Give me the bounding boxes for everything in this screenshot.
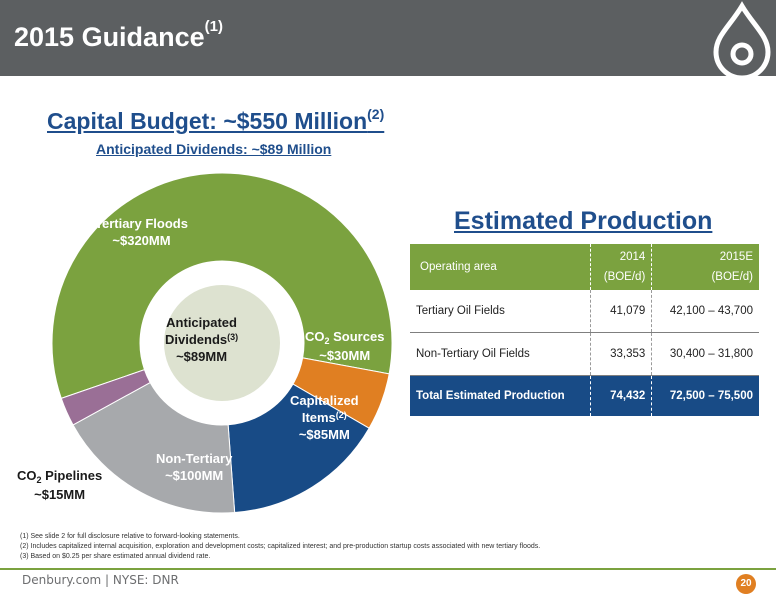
table-row: Tertiary Oil Fields 41,079 42,100 – 43,7… [410, 290, 759, 333]
row-area: Non-Tertiary Oil Fields [410, 332, 591, 376]
donut-slice-non-tertiary [72, 381, 236, 514]
label-co2-pipelines: CO2 Pipelines ~$15MM [17, 468, 103, 502]
label-non-tertiary: Non-Tertiary ~$100MM [156, 451, 233, 483]
header-operating-area: Operating area [410, 244, 591, 290]
label-co2-sources: CO2 Sources ~$30MM [305, 329, 385, 363]
footer-divider [0, 568, 776, 570]
footnotes: (1) See slide 2 for full disclosure rela… [20, 532, 540, 562]
header-2015e: 2015E (BOE/d) [651, 244, 759, 290]
table-row: Non-Tertiary Oil Fields 33,353 30,400 – … [410, 332, 759, 376]
capital-budget-title: Capital Budget: ~$550 Million(2) [47, 106, 385, 134]
table-total-row: Total Estimated Production 74,432 72,500… [410, 375, 759, 416]
footer-website[interactable]: Denbury.com | NYSE: DNR [22, 573, 179, 587]
page-title: 2015 Guidance(1) [14, 18, 223, 52]
total-area: Total Estimated Production [410, 375, 591, 416]
footnote: (1) See slide 2 for full disclosure rela… [20, 533, 240, 540]
estimated-production-title: Estimated Production [454, 207, 713, 235]
donut-slice-capitalized-items [227, 383, 370, 514]
footnote: (2) Includes capitalized internal acquis… [20, 543, 541, 550]
row-area: Tertiary Oil Fields [410, 290, 591, 333]
total-2014: 74,432 [590, 375, 652, 416]
production-table: Operating area 2014 (BOE/d) 2015E (BOE/d) … [410, 244, 759, 416]
label-center-dividends: Anticipated Dividends(3) ~$89MM [165, 315, 239, 364]
row-2015: 30,400 – 31,800 [651, 332, 759, 376]
label-capitalized-items: Capitalized Items(2) ~$85MM [290, 393, 359, 442]
header-2014: 2014 (BOE/d) [590, 244, 652, 290]
row-2015: 42,100 – 43,700 [651, 290, 759, 333]
row-2014: 33,353 [590, 332, 652, 376]
row-2014: 41,079 [590, 290, 652, 333]
company-logo-icon [713, 1, 771, 76]
dividends-subtitle: Anticipated Dividends: ~$89 Million [96, 141, 332, 157]
header-bar: 2015 Guidance(1) [0, 0, 776, 76]
total-2015: 72,500 – 75,500 [651, 375, 759, 416]
table-header-row: Operating area 2014 (BOE/d) 2015E (BOE/d) [410, 244, 759, 290]
donut-center-circle [164, 285, 280, 401]
donut-slice-co2-pipelines [60, 369, 151, 426]
footnote: (3) Based on $0.25 per share estimated a… [20, 553, 211, 560]
page-number-badge: 20 [736, 574, 756, 594]
donut-slice-tertiary-floods [51, 172, 393, 399]
label-tertiary-floods: Tertiary Floods ~$320MM [95, 216, 188, 248]
